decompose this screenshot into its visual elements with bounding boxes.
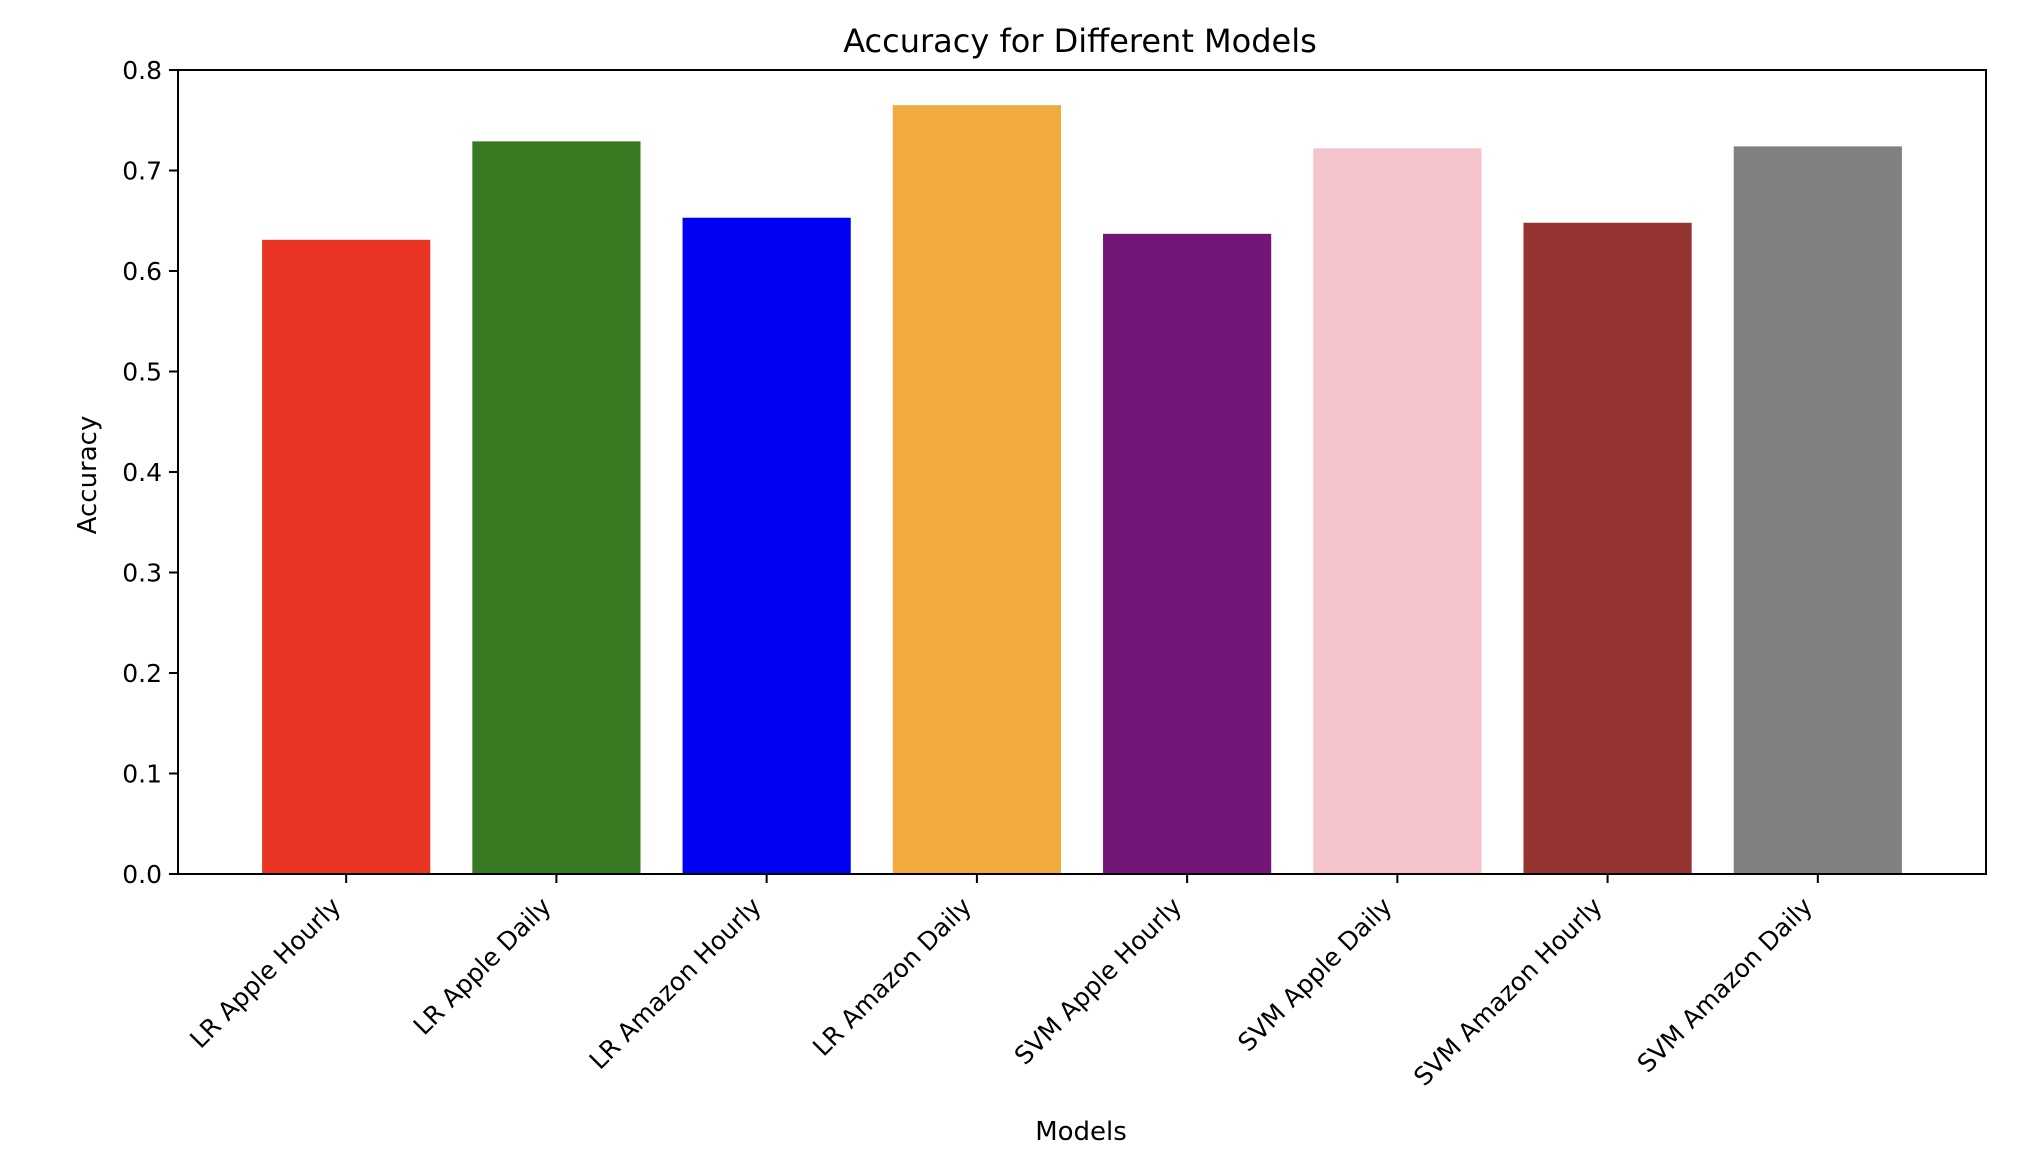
bar [472, 141, 641, 875]
bar [1733, 146, 1902, 874]
y-tick-label: 0.6 [122, 257, 162, 286]
x-tick-label: SVM Amazon Daily [1632, 892, 1819, 1079]
y-tick-label: 0.7 [122, 157, 162, 186]
bar [1103, 233, 1272, 874]
x-axis-label: Models [1035, 1117, 1127, 1147]
y-tick-label: 0.4 [122, 458, 162, 487]
bars-layer [262, 105, 1902, 875]
y-tick-label: 0.8 [122, 56, 162, 85]
plot-frame [177, 69, 1987, 875]
x-tick-label: LR Apple Daily [408, 892, 557, 1041]
y-axis: 0.0 0.1 0.2 0.3 0.4 0.5 0.6 0.7 0.8 [122, 56, 178, 889]
x-axis: LR Apple Hourly LR Apple Daily LR Amazon H… [184, 874, 1819, 1092]
bar [1523, 222, 1692, 874]
x-tick-label: SVM Amazon Hourly [1408, 892, 1608, 1092]
x-tick-label: LR Apple Hourly [184, 892, 346, 1054]
bar [892, 105, 1061, 875]
y-axis-label: Accuracy [73, 416, 103, 535]
y-tick-label: 0.3 [122, 559, 162, 588]
y-tick-label: 0.0 [122, 860, 162, 889]
x-tick-label: SVM Apple Daily [1232, 892, 1398, 1058]
bar [1313, 148, 1482, 874]
bar [682, 217, 851, 875]
bar [262, 239, 431, 875]
chart-title: Accuracy for Different Models [843, 22, 1317, 60]
x-tick-label: LR Amazon Hourly [584, 892, 767, 1075]
y-tick-label: 0.5 [122, 358, 162, 387]
y-tick-label: 0.2 [122, 659, 162, 688]
x-tick-label: SVM Apple Hourly [1009, 892, 1188, 1071]
x-tick-label: LR Amazon Daily [807, 892, 977, 1062]
y-tick-label: 0.1 [122, 760, 162, 789]
